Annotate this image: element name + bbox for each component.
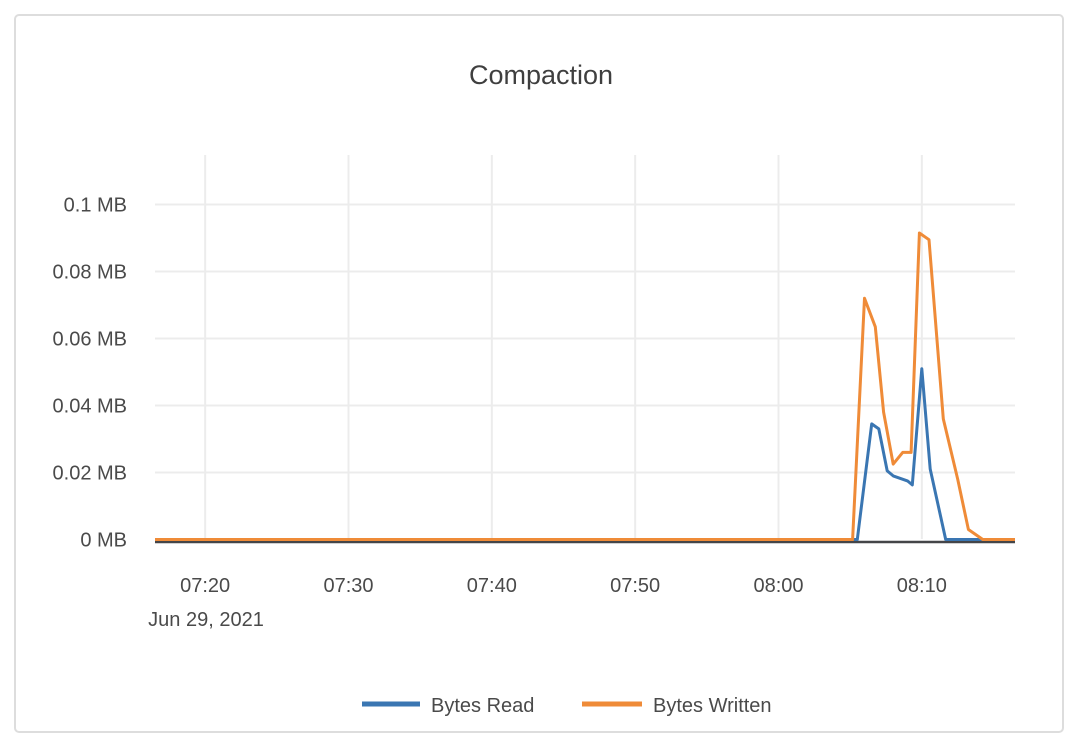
y-tick-label: 0.08 MB [53,262,127,284]
bytes-read-label: Bytes Read [431,695,534,717]
legend-item-bytes-read[interactable]: Bytes Read [362,695,534,717]
x-tick-label: 07:40 [467,575,517,597]
x-tick-label: 07:50 [610,575,660,597]
legend-item-bytes-written[interactable]: Bytes Written [582,695,772,717]
y-tick-label: 0.04 MB [53,396,127,418]
y-tick-label: 0 MB [80,530,127,552]
x-axis-labels: 07:20 07:30 07:40 07:50 08:00 08:10 [180,575,947,597]
y-tick-label: 0.06 MB [53,329,127,351]
bytes-written-label: Bytes Written [653,695,772,717]
x-axis-date-label: Jun 29, 2021 [148,609,264,631]
y-axis-labels: 0 MB 0.02 MB 0.04 MB 0.06 MB 0.08 MB 0.1 MB [53,195,127,552]
x-tick-label: 07:20 [180,575,230,597]
x-tick-label: 08:00 [753,575,803,597]
legend: Bytes Read Bytes Written [362,695,772,717]
series-line-bytes-read[interactable] [155,367,1015,541]
vertical-gridlines [204,155,923,539]
y-tick-label: 0.1 MB [64,195,127,217]
x-tick-label: 08:10 [897,575,947,597]
chart-title: Compaction [469,60,613,90]
series-lines [155,231,1015,541]
horizontal-gridlines [155,203,1015,474]
series-line-bytes-written[interactable] [155,231,1015,541]
x-tick-label: 07:30 [323,575,373,597]
y-tick-label: 0.02 MB [53,463,127,485]
chart-card-border [14,14,1064,733]
